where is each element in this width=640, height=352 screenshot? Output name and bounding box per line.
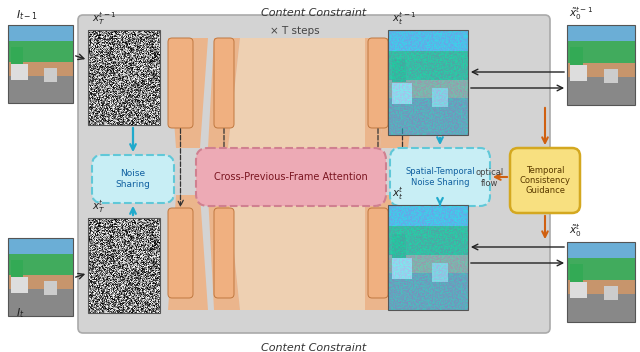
Bar: [388, 80, 468, 117]
Bar: [388, 30, 468, 70]
Bar: [432, 263, 448, 282]
Bar: [8, 275, 73, 303]
Polygon shape: [365, 195, 388, 310]
FancyBboxPatch shape: [390, 148, 490, 206]
Text: Spatial-Temporal
Noise Sharing: Spatial-Temporal Noise Sharing: [405, 167, 475, 187]
Bar: [12, 260, 23, 277]
FancyBboxPatch shape: [168, 38, 193, 128]
Bar: [567, 294, 635, 322]
Polygon shape: [228, 38, 365, 148]
Bar: [8, 62, 73, 90]
Bar: [12, 64, 28, 80]
Text: Temporal
Consistency
Guidance: Temporal Consistency Guidance: [520, 165, 570, 195]
FancyBboxPatch shape: [368, 38, 388, 128]
Bar: [570, 264, 582, 282]
Text: × T steps: × T steps: [270, 26, 320, 36]
Bar: [567, 25, 635, 55]
Bar: [8, 253, 73, 275]
Text: $x_T^{t-1}$: $x_T^{t-1}$: [92, 10, 116, 27]
Text: $I_t$: $I_t$: [16, 306, 24, 320]
Bar: [570, 65, 588, 81]
Polygon shape: [168, 38, 208, 148]
Text: $\tilde{x}_0^{t-1}$: $\tilde{x}_0^{t-1}$: [569, 5, 593, 22]
Bar: [12, 47, 23, 64]
FancyBboxPatch shape: [196, 148, 386, 206]
Bar: [388, 256, 468, 292]
Bar: [567, 25, 635, 105]
Polygon shape: [380, 195, 422, 310]
Bar: [388, 205, 468, 245]
Text: $x_t^{t}$: $x_t^{t}$: [392, 185, 404, 202]
Bar: [8, 238, 73, 316]
Bar: [567, 258, 635, 281]
Bar: [567, 41, 635, 63]
Text: Content Constraint: Content Constraint: [261, 8, 367, 18]
Bar: [567, 63, 635, 92]
Bar: [392, 258, 412, 278]
Bar: [388, 98, 468, 135]
Bar: [432, 88, 448, 107]
FancyBboxPatch shape: [214, 208, 234, 298]
Bar: [8, 238, 73, 268]
Bar: [388, 226, 468, 256]
Bar: [44, 281, 57, 295]
Bar: [8, 25, 73, 103]
FancyBboxPatch shape: [92, 155, 174, 203]
Bar: [388, 51, 468, 80]
Bar: [388, 30, 468, 135]
FancyBboxPatch shape: [168, 208, 193, 298]
Bar: [88, 218, 160, 313]
Bar: [8, 25, 73, 55]
Bar: [392, 82, 412, 103]
Bar: [567, 77, 635, 105]
Text: $\tilde{x}_0^{t}$: $\tilde{x}_0^{t}$: [569, 222, 582, 239]
FancyBboxPatch shape: [78, 15, 550, 333]
FancyBboxPatch shape: [390, 38, 415, 128]
Polygon shape: [208, 195, 240, 310]
FancyBboxPatch shape: [390, 208, 415, 298]
Bar: [8, 76, 73, 103]
Bar: [567, 281, 635, 308]
Bar: [8, 289, 73, 316]
FancyBboxPatch shape: [214, 38, 234, 128]
Bar: [88, 30, 160, 125]
Bar: [392, 234, 406, 258]
FancyBboxPatch shape: [510, 148, 580, 213]
Bar: [392, 59, 406, 82]
Text: Noise
Sharing: Noise Sharing: [116, 169, 150, 189]
Polygon shape: [228, 195, 365, 310]
Text: Cross-Previous-Frame Attention: Cross-Previous-Frame Attention: [214, 172, 368, 182]
Polygon shape: [208, 38, 240, 148]
Text: $x_T^{t}$: $x_T^{t}$: [92, 198, 106, 215]
Bar: [567, 242, 635, 272]
Bar: [604, 69, 618, 83]
Bar: [567, 242, 635, 322]
FancyBboxPatch shape: [368, 208, 388, 298]
Bar: [388, 205, 468, 310]
Bar: [8, 40, 73, 62]
Text: Content Constraint: Content Constraint: [261, 343, 367, 352]
Text: $x_t^{t-1}$: $x_t^{t-1}$: [392, 10, 417, 27]
Text: optical
flow: optical flow: [476, 168, 504, 188]
Bar: [388, 273, 468, 310]
Bar: [570, 48, 582, 65]
Bar: [44, 68, 57, 82]
Polygon shape: [365, 38, 388, 148]
Bar: [570, 282, 588, 298]
Bar: [604, 286, 618, 300]
Polygon shape: [380, 38, 422, 148]
Text: $I_{t-1}$: $I_{t-1}$: [16, 8, 38, 22]
Bar: [12, 277, 28, 293]
Polygon shape: [168, 195, 208, 310]
